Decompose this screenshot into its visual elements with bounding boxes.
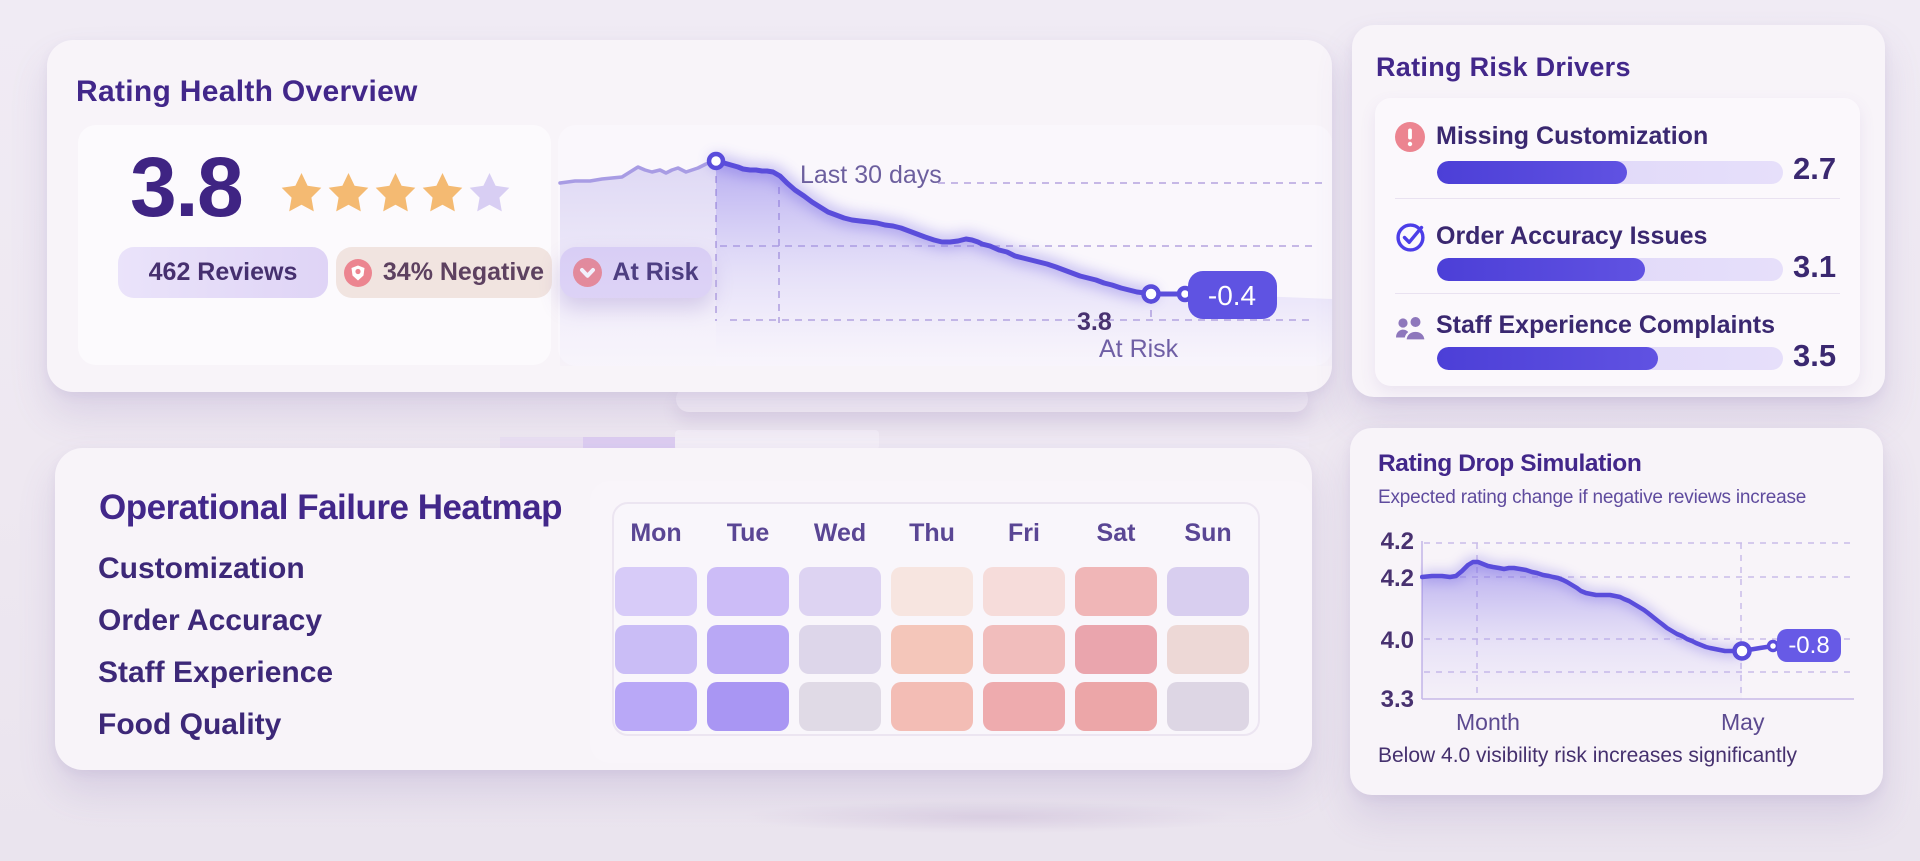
svg-text:At Risk: At Risk bbox=[1099, 335, 1179, 363]
svg-text:-0.8: -0.8 bbox=[1788, 632, 1829, 659]
svg-text:-0.4: -0.4 bbox=[1208, 280, 1256, 311]
svg-text:Last 30 days: Last 30 days bbox=[800, 161, 942, 189]
svg-text:3.8: 3.8 bbox=[1077, 308, 1112, 336]
